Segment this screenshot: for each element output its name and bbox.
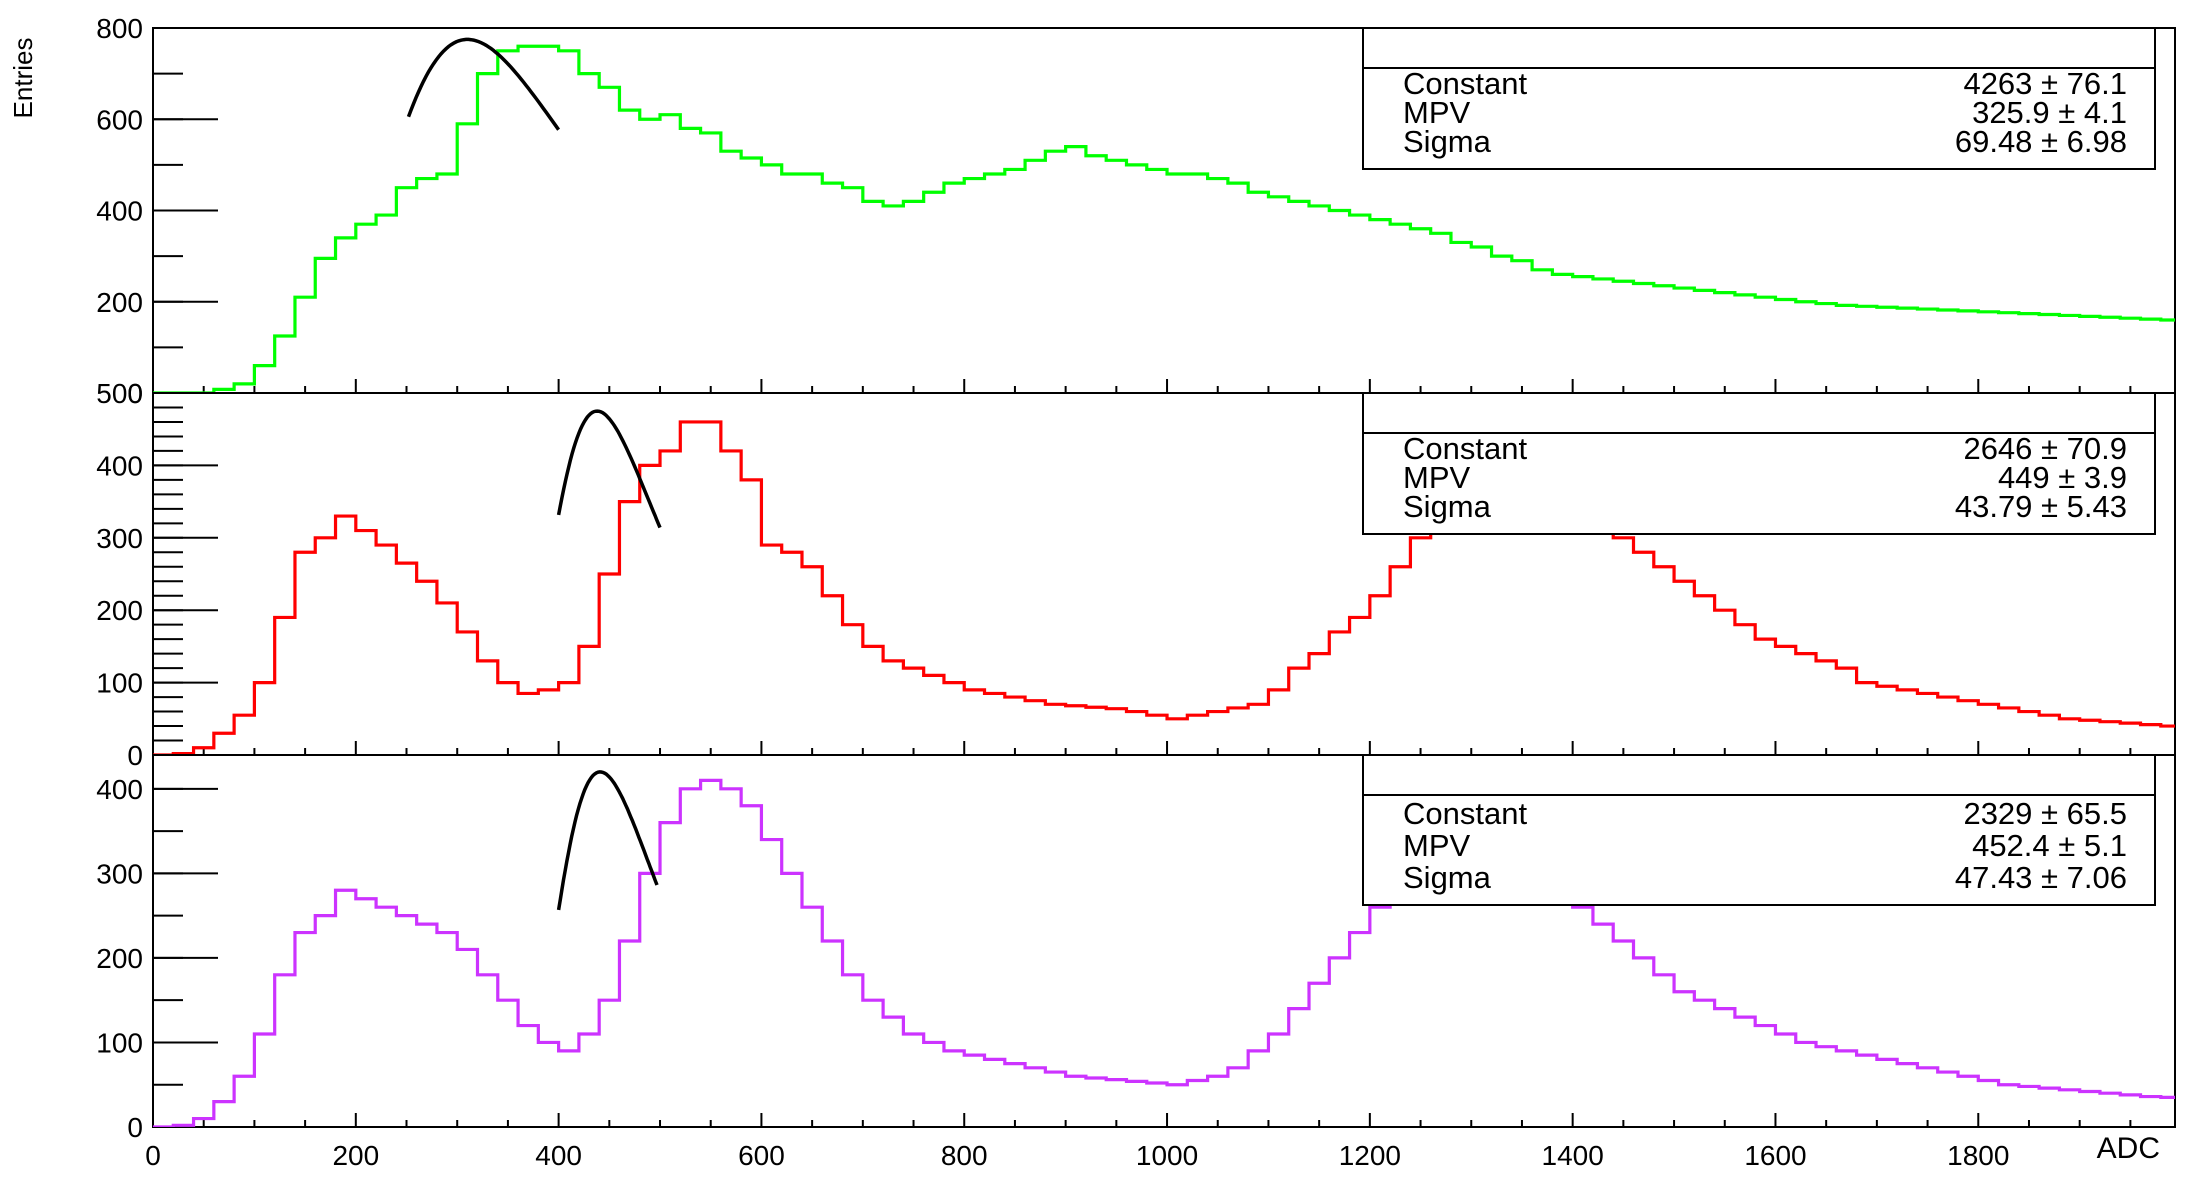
y-tick-label: 200 (96, 943, 143, 974)
y-tick-label: 0 (127, 1112, 143, 1143)
stats-label: Constant (1403, 796, 1527, 831)
stats-label: Sigma (1403, 860, 1492, 895)
stats-value: 69.48 ± 6.98 (1955, 124, 2127, 159)
stats-label: Constant (1403, 431, 1527, 466)
stats-label: Constant (1403, 66, 1527, 101)
x-tick-label: 1400 (1542, 1140, 1604, 1171)
x-tick-label: 1800 (1947, 1140, 2009, 1171)
histogram-panel-1: 0 200 400 600 800 Constant 4263 ± 76.1 MPV 325.9… (96, 13, 2176, 409)
stats-label: MPV (1403, 460, 1471, 495)
y-tick-label: 500 (96, 378, 143, 409)
x-tick-label: 1200 (1339, 1140, 1401, 1171)
stats-value: 4263 ± 76.1 (1963, 66, 2127, 101)
x-tick-label: 1000 (1136, 1140, 1198, 1171)
stats-value: 47.43 ± 7.06 (1955, 860, 2127, 895)
stats-box: Constant 2646 ± 70.9 MPV 449 ± 3.9 Sigma 43.7… (1362, 392, 2156, 535)
y-tick-label: 0 (127, 378, 143, 409)
x-axis-label: ADC (2097, 1132, 2160, 1165)
y-axis-label: Entries (8, 38, 38, 119)
stats-value: 2329 ± 65.5 (1963, 796, 2127, 831)
y-tick-label: 400 (96, 450, 143, 481)
y-tick-label: 200 (96, 595, 143, 626)
stats-box-frame (1362, 754, 2156, 906)
y-tick-label: 300 (96, 523, 143, 554)
histogram-panel-2: 0 100 200 300 400 500 Constant 2646 ± 70.9 MPV 44… (96, 378, 2176, 771)
histogram-panel-3: 0 100 200 300 400 0 200 400 600 800 1000 1200 1400 16… (96, 754, 2176, 1171)
stats-value: 325.9 ± 4.1 (1972, 95, 2127, 130)
stats-value: 2646 ± 70.9 (1963, 431, 2127, 466)
y-tick-label: 200 (96, 287, 143, 318)
x-tick-label: 1600 (1744, 1140, 1806, 1171)
y-tick-label: 300 (96, 858, 143, 889)
stats-label: MPV (1403, 95, 1471, 130)
stats-label: MPV (1403, 828, 1471, 863)
stats-value: 449 ± 3.9 (1998, 460, 2127, 495)
histogram-line (153, 420, 2175, 755)
y-tick-label: 100 (96, 668, 143, 699)
x-tick-label: 400 (535, 1140, 582, 1171)
histogram-panels: 0 200 400 600 800 Constant 4263 ± 76.1 MPV 325.9… (96, 13, 2176, 1171)
histogram-line (153, 44, 2175, 393)
y-tick-label: 0 (127, 740, 143, 771)
y-tick-label: 800 (96, 13, 143, 44)
y-tick-label: 400 (96, 196, 143, 227)
x-tick-label: 800 (941, 1140, 988, 1171)
stats-box-frame (1362, 392, 2156, 535)
y-tick-label: 400 (96, 774, 143, 805)
stats-box-frame (1362, 27, 2156, 170)
stats-value: 452.4 ± 5.1 (1972, 828, 2127, 863)
fit-curve (406, 37, 561, 131)
stats-box: Constant 2329 ± 65.5 MPV 452.4 ± 5.1 Sigma 47… (1362, 754, 2156, 906)
panel-frame (152, 754, 2176, 1128)
x-tick-label: 0 (145, 1140, 161, 1171)
stats-label: Sigma (1403, 124, 1492, 159)
stats-box: Constant 4263 ± 76.1 MPV 325.9 ± 4.1 Sigma 69… (1362, 27, 2156, 170)
fit-curve (556, 770, 659, 911)
stats-value: 43.79 ± 5.43 (1955, 489, 2127, 524)
y-tick-label: 600 (96, 104, 143, 135)
stats-label: Sigma (1403, 489, 1492, 524)
y-tick-label: 100 (96, 1027, 143, 1058)
x-tick-label: 600 (738, 1140, 785, 1171)
fit-curve (556, 409, 662, 529)
histogram-line (153, 778, 2175, 1127)
x-tick-label: 200 (332, 1140, 379, 1171)
